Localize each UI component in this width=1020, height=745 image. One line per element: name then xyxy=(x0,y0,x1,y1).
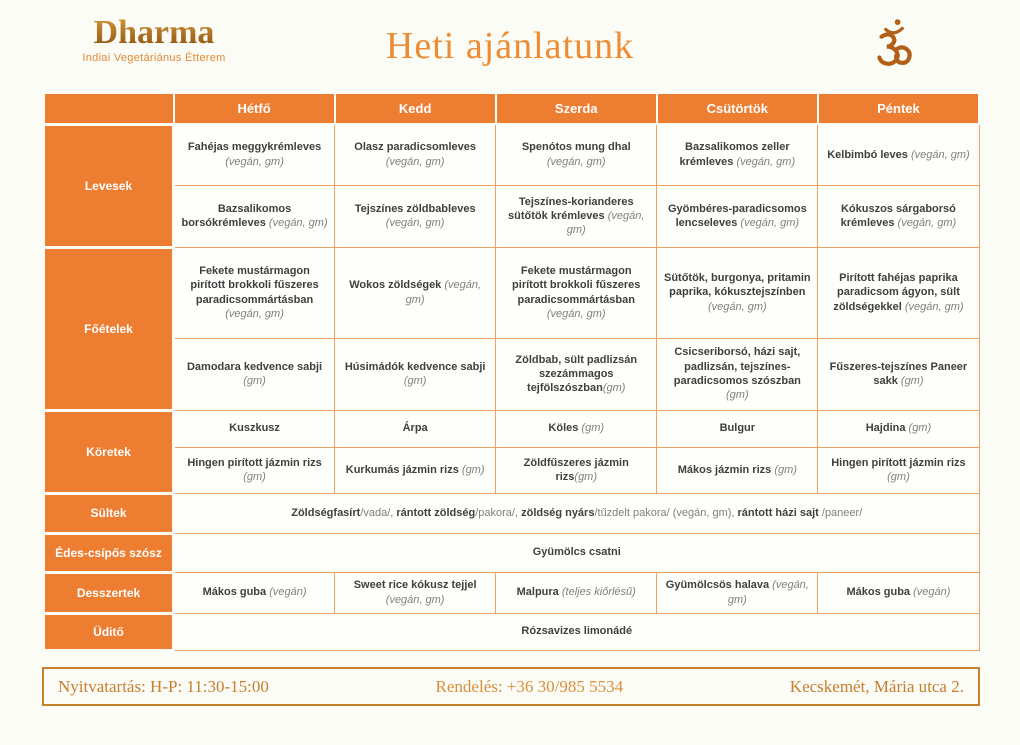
menu-cell: Kelbimbó leves (vegán, gm) xyxy=(817,123,980,186)
day-header-wednesday: Szerda xyxy=(494,92,658,125)
logo-subtitle: Indiai Vegetáriánus Étterem xyxy=(82,52,226,64)
order-phone: Rendelés: +36 30/985 5534 xyxy=(435,676,624,696)
category-fried: Sültek xyxy=(42,491,175,535)
menu-cell: Gyümölcsös halava (vegán, gm) xyxy=(656,571,819,614)
menu-cell: Sütőtök, burgonya, pritamin paprika, kók… xyxy=(656,246,819,339)
category-desserts: Desszertek xyxy=(42,570,175,615)
opening-hours: Nyitvatartás: H-P: 11:30-15:00 xyxy=(58,676,269,696)
sauce-cell: Gyümölcs csatni xyxy=(173,532,980,573)
menu-cell: Köles (gm) xyxy=(495,409,658,448)
menu-cell: Kurkumás jázmin rizs (gm) xyxy=(334,446,497,494)
logo-wordmark: Dharma xyxy=(44,16,264,50)
menu-cell: Hingen pirított jázmin rizs (gm) xyxy=(172,446,336,494)
menu-cell: Kókuszos sárgaborsó krémleves (vegán, gm… xyxy=(817,184,980,248)
menu-cell: Tejszínes-korianderes sütőtök krémleves … xyxy=(495,184,658,248)
address: Kecskemét, Mária utca 2. xyxy=(789,676,964,696)
menu-cell: Mákos guba (vegán) xyxy=(172,571,336,614)
category-sweet-spicy-sauce: Édes-csípős szósz xyxy=(42,531,175,574)
menu-cell: Hajdina (gm) xyxy=(817,409,980,448)
menu-cell: Spenótos mung dhal (vegán, gm) xyxy=(495,123,658,186)
day-header-tuesday: Kedd xyxy=(333,92,497,125)
menu-cell: Árpa xyxy=(334,409,497,448)
day-header-thursday: Csütörtök xyxy=(655,92,819,125)
menu-cell: Damodara kedvence sabji (gm) xyxy=(172,337,336,411)
menu-cell: Tejszínes zöldbableves (vegán, gm) xyxy=(334,184,497,248)
footer-info-bar: Nyitvatartás: H-P: 11:30-15:00 Rendelés:… xyxy=(42,667,980,706)
menu-cell: Bazsalikomos zeller krémleves (vegán, gm… xyxy=(656,123,819,186)
menu-cell: Zöldfűszeres jázmin rizs(gm) xyxy=(495,446,658,494)
menu-cell: Olasz paradicsomleves (vegán, gm) xyxy=(334,123,497,186)
menu-cell: Pirított fahéjas paprika paradicsom ágyo… xyxy=(817,246,980,339)
weekly-menu-table: Hétfő Kedd Szerda Csütörtök Péntek Leves… xyxy=(42,92,981,652)
menu-cell: Mákos jázmin rizs (gm) xyxy=(656,446,819,494)
menu-cell: Bulgur xyxy=(656,409,819,448)
menu-cell: Fekete mustármagon pirított brokkoli fűs… xyxy=(495,246,658,339)
menu-cell: Zöldbab, sült padlizsán szezámmagos tejf… xyxy=(495,337,658,411)
day-header-monday: Hétfő xyxy=(172,92,336,125)
day-header-friday: Péntek xyxy=(816,92,981,125)
fried-items-cell: Zöldségfasírt/vada/, rántott zöldség/pak… xyxy=(173,492,980,534)
menu-cell: Kuszkusz xyxy=(172,409,336,448)
menu-cell: Mákos guba (vegán) xyxy=(817,571,980,614)
menu-cell: Húsimádók kedvence sabji (gm) xyxy=(334,337,497,411)
category-sides: Köretek xyxy=(42,408,175,495)
category-drink: Üditő xyxy=(42,611,175,652)
menu-cell: Sweet rice kókusz tejjel (vegán, gm) xyxy=(334,571,497,614)
menu-cell: Gyömbéres-paradicsomos lencseleves (vegá… xyxy=(656,184,819,248)
corner-cell xyxy=(42,92,175,125)
restaurant-logo: Dharma Indiai Vegetáriánus Étterem xyxy=(44,16,264,65)
category-soups: Levesek xyxy=(42,122,175,249)
menu-cell: Fűszeres-tejszínes Paneer sakk (gm) xyxy=(817,337,980,411)
menu-cell: Fahéjas meggykrémleves (vegán, gm) xyxy=(172,123,336,186)
page-title: Heti ajánlatunk xyxy=(385,25,635,67)
menu-cell: Malpura (teljes kiőrlésű) xyxy=(495,571,658,614)
drink-cell: Rózsavizes limonádé xyxy=(173,612,980,651)
menu-cell: Bazsalikomos borsókrémleves (vegán, gm) xyxy=(172,184,336,248)
menu-cell: Fekete mustármagon pirított brokkoli fűs… xyxy=(172,246,336,339)
menu-cell: Hingen pirított jázmin rizs (gm) xyxy=(817,446,980,494)
category-mains: Főételek xyxy=(42,245,175,412)
menu-cell: Wokos zöldségek (vegán, gm) xyxy=(334,246,497,339)
om-icon xyxy=(877,19,912,66)
menu-cell: Csicseriborsó, házi sajt, padlizsán, tej… xyxy=(656,337,819,411)
